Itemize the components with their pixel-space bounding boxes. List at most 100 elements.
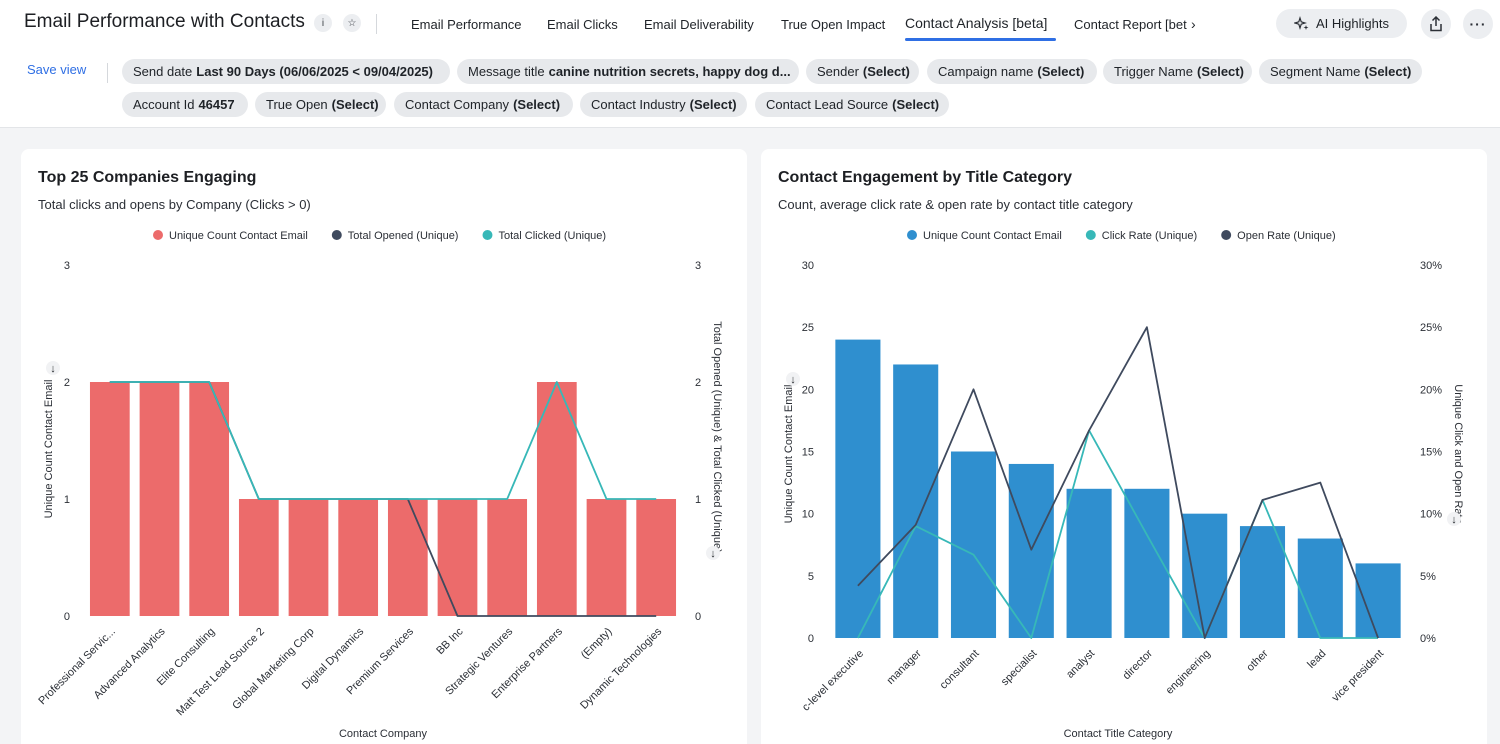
bar	[893, 364, 939, 638]
y2-axis-tick-label: 5%	[1420, 571, 1436, 583]
y2-axis-tick-label: 10%	[1420, 509, 1442, 521]
x-axis-tick-label: specialist	[999, 648, 1039, 688]
filter-key: Campaign name	[938, 64, 1034, 79]
y2-axis-tick-label: 25%	[1420, 322, 1442, 334]
filter-chip-send-date[interactable]: Send date Last 90 Days (06/06/2025 < 09/0…	[122, 59, 450, 84]
companies-chart: Unique Count Contact Email Total Opened (…	[36, 230, 723, 740]
filter-key: Send date	[133, 64, 193, 79]
star-icon[interactable]: ☆	[343, 14, 361, 32]
x-axis-tick-label: c-level executive	[800, 648, 866, 714]
sort-arrow-icon: ↓	[50, 363, 56, 375]
sort-arrow-icon: ↓	[1451, 514, 1457, 526]
x-axis-tick-label: engineering	[1164, 648, 1213, 697]
y2-axis-tick-label: 2	[695, 377, 701, 389]
chevron-right-icon[interactable]: ›	[1191, 16, 1196, 32]
legend-marker	[907, 230, 917, 240]
bar	[1066, 488, 1112, 638]
tab-email-clicks[interactable]: Email Clicks	[547, 17, 618, 32]
filter-chip-contact-industry[interactable]: Contact Industry (Select)	[580, 92, 747, 117]
x-axis-tick-label: consultant	[938, 648, 982, 692]
filter-value: (Select)	[689, 97, 737, 112]
filter-chip-segment-name[interactable]: Segment Name (Select)	[1259, 59, 1422, 84]
tab-email-performance[interactable]: Email Performance	[411, 17, 522, 32]
x-axis-tick-label: Matt Test Lead Source 2	[174, 626, 267, 719]
filter-chip-message-title[interactable]: Message title canine nutrition secrets, h…	[457, 59, 799, 84]
y-axis-tick-label: 10	[802, 509, 814, 521]
share-button[interactable]	[1421, 9, 1451, 39]
y2-axis-tick-label: 3	[695, 260, 701, 272]
y-axis-tick-label: 2	[64, 377, 70, 389]
tab-contact-report[interactable]: Contact Report [bet	[1074, 17, 1187, 32]
filter-chip-contact-lead-source[interactable]: Contact Lead Source (Select)	[755, 92, 949, 117]
y2-axis-tick-label: 0	[695, 611, 701, 623]
filter-value: canine nutrition secrets, happy dog d...	[548, 64, 791, 79]
filter-value: (Select)	[892, 97, 940, 112]
series-line	[857, 326, 1379, 639]
tab-email-deliverability[interactable]: Email Deliverability	[644, 17, 754, 32]
bar	[636, 499, 677, 616]
legend-label: Open Rate (Unique)	[1237, 230, 1335, 242]
filter-chip-trigger-name[interactable]: Trigger Name (Select)	[1103, 59, 1252, 84]
x-axis-tick-label: BB Inc	[434, 625, 466, 657]
card-title: Top 25 Companies Engaging	[38, 169, 257, 186]
x-axis-title: Contact Company	[339, 728, 428, 740]
page-title: Email Performance with Contacts	[24, 11, 305, 32]
save-view-link[interactable]: Save view	[27, 62, 87, 77]
tab-true-open-impact[interactable]: True Open Impact	[781, 17, 886, 32]
top-bar: Email Performance with Contacts i ☆ Emai…	[0, 0, 1500, 128]
more-icon: ···	[1469, 16, 1487, 32]
y-axis-tick-label: 25	[802, 322, 814, 334]
active-tab-indicator	[905, 38, 1056, 41]
legend-marker	[1221, 230, 1232, 240]
y-axis-tick-label: 15	[802, 447, 814, 459]
bar	[586, 499, 627, 616]
ai-highlights-button[interactable]: AI Highlights	[1276, 9, 1407, 38]
bar	[1008, 463, 1054, 638]
ai-highlights-label: AI Highlights	[1316, 16, 1389, 31]
filter-value: (Select)	[331, 97, 379, 112]
bar	[536, 382, 577, 616]
bar	[835, 339, 881, 638]
filter-chip-sender[interactable]: Sender (Select)	[806, 59, 919, 84]
sort-arrow-icon	[46, 361, 60, 375]
filter-value: (Select)	[513, 97, 561, 112]
tab-contact-analysis[interactable]: Contact Analysis [beta]	[905, 15, 1048, 31]
filter-chip-true-open[interactable]: True Open (Select)	[255, 92, 386, 117]
bar	[288, 499, 329, 616]
info-icon[interactable]: i	[314, 14, 332, 32]
bar	[950, 451, 997, 638]
sparkle-icon	[1294, 15, 1309, 30]
x-axis-tick-label: manager	[885, 647, 924, 686]
title-category-chart: Unique Count Contact Email Click Rate (Un…	[783, 230, 1464, 740]
x-axis-tick-label: other	[1244, 647, 1270, 673]
card-subtitle: Count, average click rate & open rate by…	[778, 197, 1133, 212]
filter-key: Account Id	[133, 97, 195, 112]
x-axis-tick-label: director	[1121, 647, 1156, 682]
y-axis-title: Unique Count Contact Email	[43, 380, 55, 519]
legend-marker	[331, 230, 342, 240]
bar	[437, 499, 478, 616]
filter-chip-contact-company[interactable]: Contact Company (Select)	[394, 92, 573, 117]
series-line	[109, 381, 657, 500]
more-options-button[interactable]: ···	[1463, 9, 1493, 39]
chart-card-title-category: Contact Engagement by Title Category Cou…	[761, 149, 1487, 744]
bar	[189, 382, 230, 616]
legend-label: Unique Count Contact Email	[169, 230, 308, 242]
filter-chip-campaign-name[interactable]: Campaign name (Select)	[927, 59, 1097, 84]
filter-chip-account-id[interactable]: Account Id 46457	[122, 92, 248, 117]
y-axis-tick-label: 1	[64, 494, 70, 506]
bar	[139, 382, 180, 616]
legend-marker	[1085, 230, 1096, 240]
filter-key: Message title	[468, 64, 545, 79]
y2-axis-tick-label: 15%	[1420, 447, 1442, 459]
x-axis-title: Contact Title Category	[1064, 728, 1173, 740]
legend-label: Unique Count Contact Email	[923, 230, 1062, 242]
legend-label: Total Clicked (Unique)	[498, 230, 606, 242]
bar	[387, 499, 428, 616]
share-icon	[1430, 16, 1442, 32]
bar	[338, 499, 379, 616]
bar	[1355, 563, 1401, 638]
bar	[487, 499, 528, 616]
sort-arrow-icon: ↓	[710, 548, 716, 560]
y-axis-tick-label: 30	[802, 260, 814, 272]
